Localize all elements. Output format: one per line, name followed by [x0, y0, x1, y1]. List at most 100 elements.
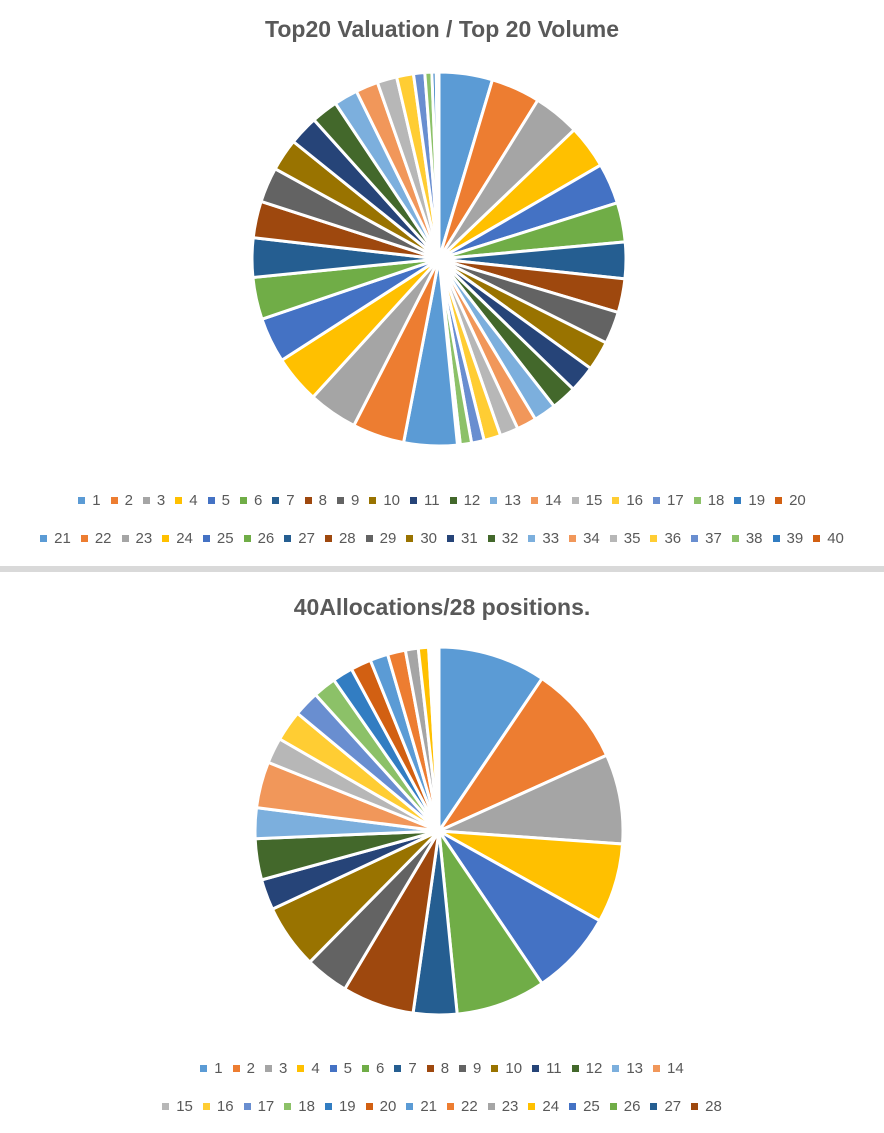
pie-slice-40 [434, 72, 441, 261]
legend-item-23: 23 [121, 530, 152, 547]
legend-swatch [297, 1064, 305, 1072]
legend-item-20: 20 [775, 492, 806, 509]
pie-slice-28 [434, 648, 441, 833]
legend-label: 22 [461, 1097, 478, 1115]
legend-label: 7 [408, 1059, 417, 1077]
legend-swatch [207, 496, 215, 504]
legend-swatch [362, 1064, 369, 1072]
legend-swatch [175, 496, 183, 504]
legend-item-6: 6 [239, 491, 263, 509]
legend-item-18: 18 [693, 492, 724, 509]
legend-label: 19 [338, 1097, 356, 1115]
legend-label: 26 [257, 529, 275, 547]
legend-label: 7 [286, 491, 295, 509]
legend-row-2: 21 22 23 24 25 26 27 28 29 30 31 32 33 34 35 36 37 38 39 40 [0, 527, 884, 549]
legend-item-3: 3 [142, 492, 165, 509]
legend-swatch [232, 1064, 240, 1072]
panel-divider [0, 566, 884, 572]
pie-slice-2 [437, 677, 609, 833]
chart-panel-bottom: 40Allocations/28 positions. 1 2 3 4 5 6 7 8 9 10 1… [0, 572, 884, 1132]
legend-label: 40 [827, 529, 844, 547]
legend-swatch [243, 534, 251, 542]
legend-item-40: 40 [813, 530, 844, 547]
legend-label: 14 [544, 491, 562, 509]
legend-swatch [369, 496, 377, 504]
legend-item-28: 28 [691, 1098, 722, 1115]
legend-item-27: 27 [650, 1098, 681, 1115]
legend-item-22: 22 [80, 530, 112, 547]
legend-swatch [449, 496, 457, 504]
legend-item-16: 16 [612, 492, 643, 509]
legend-swatch [324, 1102, 332, 1110]
legend-swatch [693, 496, 701, 504]
legend-label: 9 [473, 1059, 482, 1077]
legend-swatch [284, 534, 292, 542]
legend-item-20: 20 [365, 1097, 397, 1115]
chart-title-top: Top20 Valuation / Top 20 Volume [265, 16, 619, 42]
legend-label: 17 [257, 1097, 275, 1115]
legend-label: 30 [420, 529, 437, 547]
legend-label: 20 [379, 1097, 397, 1115]
legend-label: 11 [546, 1059, 562, 1077]
legend-swatch [121, 534, 129, 542]
legend-label: 14 [667, 1059, 684, 1077]
legend-label: 31 [461, 529, 478, 547]
legend-swatch [272, 496, 280, 504]
legend-item-13: 13 [612, 1060, 643, 1077]
legend-item-1: 1 [200, 1060, 223, 1077]
legend-swatch [650, 534, 658, 542]
legend-label: 27 [664, 1097, 682, 1115]
legend-label: 8 [440, 1059, 450, 1077]
legend-label: 25 [583, 1097, 600, 1115]
legend-item-3: 3 [264, 1060, 287, 1077]
legend-label: 16 [626, 491, 644, 509]
legend-item-2: 2 [110, 492, 133, 509]
legend-label: 13 [626, 1059, 644, 1077]
legend-swatch [528, 534, 536, 542]
legend-row-2: 15 16 17 18 19 20 21 22 23 24 25 26 27 28 [0, 1095, 884, 1117]
legend-item-21: 21 [40, 530, 71, 547]
legend-swatch [426, 1064, 434, 1072]
legend-label: 2 [246, 1059, 255, 1077]
legend-item-25: 25 [202, 529, 234, 547]
pie-slice-6 [437, 829, 544, 1016]
legend-swatch [775, 496, 783, 504]
legend-swatch [691, 1102, 699, 1110]
legend-label: 13 [504, 491, 521, 509]
legend-swatch [612, 496, 620, 504]
legend-label: 1 [92, 491, 101, 509]
legend-label: 6 [376, 1059, 385, 1077]
legend-item-24: 24 [528, 1098, 559, 1115]
legend-label: 6 [253, 491, 263, 509]
legend-label: 12 [585, 1059, 603, 1077]
legend-swatch [530, 496, 538, 504]
legend-label: 20 [789, 491, 806, 509]
legend-label: 9 [350, 491, 360, 509]
legend-item-17: 17 [653, 492, 684, 509]
legend-swatch [78, 496, 86, 504]
legend-swatch [609, 1102, 617, 1110]
legend-label: 28 [338, 529, 356, 547]
legend-swatch [731, 534, 739, 542]
legend-label: 29 [379, 529, 397, 547]
legend-item-33: 33 [528, 530, 559, 547]
pie-slice-1 [437, 648, 544, 833]
legend-label: 4 [189, 491, 198, 509]
legend-item-22: 22 [447, 1098, 478, 1115]
legend-swatch [110, 496, 118, 504]
legend-item-30: 30 [406, 530, 437, 547]
legend-item-31: 31 [447, 530, 478, 547]
legend-label: 19 [748, 491, 766, 509]
chart-title-bottom: 40Allocations/28 positions. [293, 594, 591, 620]
legend-label: 4 [311, 1059, 320, 1077]
legend-item-26: 26 [243, 529, 275, 547]
legend-item-19: 19 [734, 492, 765, 509]
legend-label: 25 [216, 529, 234, 547]
legend-item-8: 8 [304, 492, 327, 509]
legend-top: 1 2 3 4 5 6 7 8 9 10 11 12 13 14 15 16 17 18 19 20 21 22 23 24 2… [0, 489, 884, 565]
legend-swatch [772, 534, 780, 542]
legend-item-6: 6 [362, 1060, 384, 1077]
legend-label: 35 [623, 529, 641, 547]
legend-item-4: 4 [297, 1059, 320, 1077]
legend-swatch [487, 1102, 495, 1110]
